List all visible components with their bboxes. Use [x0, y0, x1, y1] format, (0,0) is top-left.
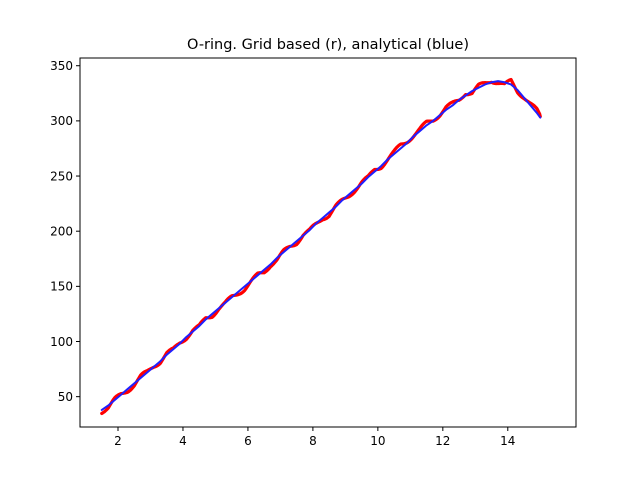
- series-layer: [100, 77, 542, 416]
- plot-frame: [79, 57, 577, 428]
- x-tick-label: 6: [244, 434, 252, 448]
- chart-title: O-ring. Grid based (r), analytical (blue…: [187, 37, 469, 53]
- y-tick-label: 350: [50, 59, 73, 73]
- axis-layer: 2 4 6 8 10 12 14 50 100 150 200 250 300 350: [50, 59, 515, 448]
- y-tick-label: 300: [50, 114, 73, 128]
- x-tick-label: 10: [370, 434, 385, 448]
- x-tick-label: 8: [309, 434, 317, 448]
- y-tick-label: 200: [50, 224, 73, 238]
- y-tick-label: 100: [50, 335, 73, 349]
- y-tick-label: 250: [50, 169, 73, 183]
- x-tick-label: 4: [179, 434, 187, 448]
- series-line-analytical: [100, 80, 542, 411]
- series-line-grid-based: [100, 77, 542, 416]
- y-tick-label: 150: [50, 280, 73, 294]
- x-tick-label: 14: [500, 434, 515, 448]
- y-tick-label: 50: [58, 390, 73, 404]
- x-tick-label: 2: [114, 434, 122, 448]
- x-tick-label: 12: [435, 434, 450, 448]
